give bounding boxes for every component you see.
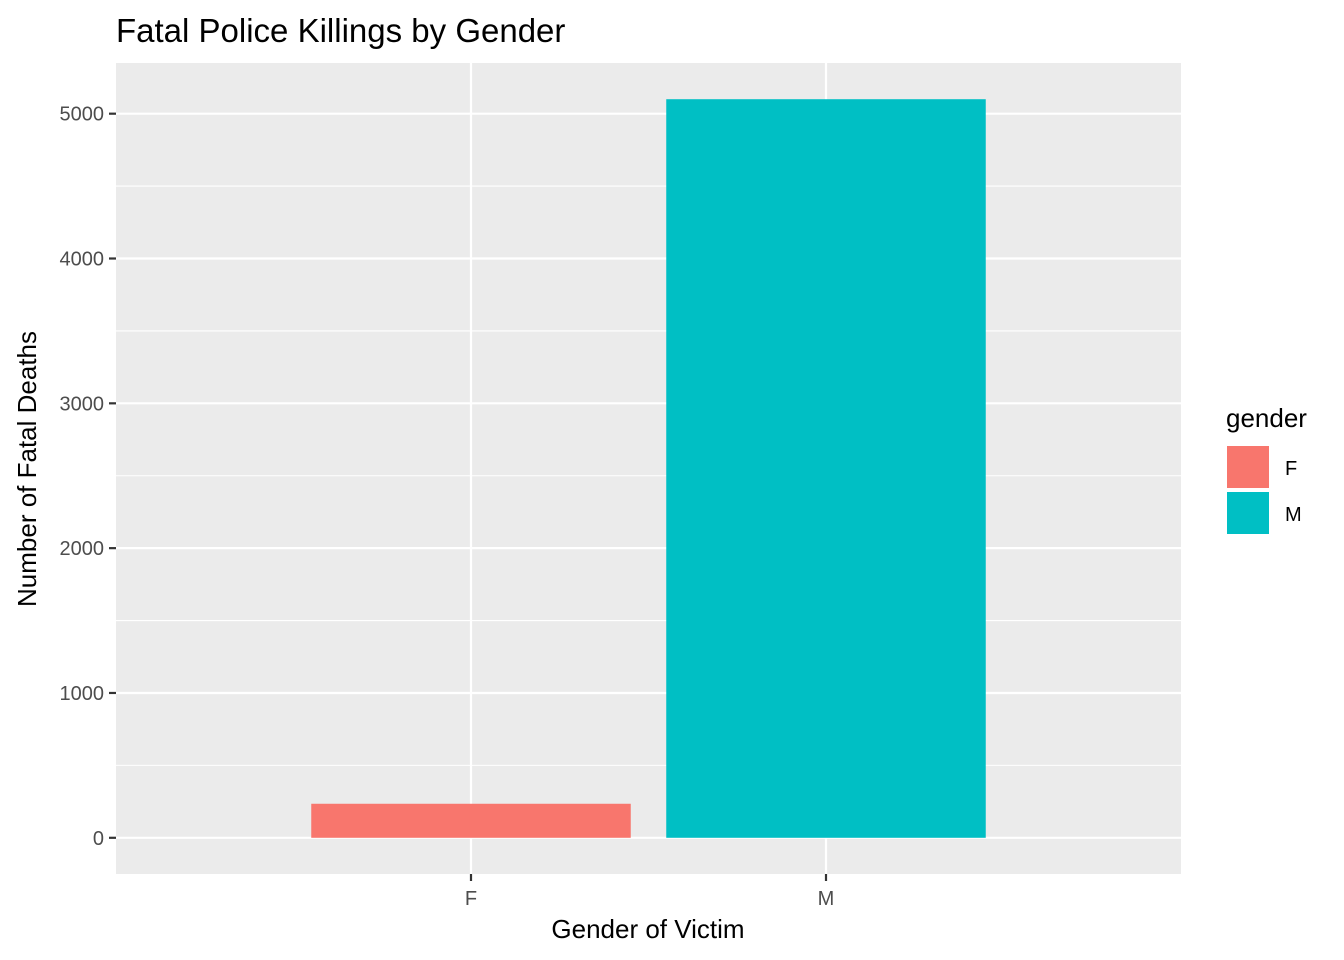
y-tick-label: 1000 (60, 683, 105, 705)
x-tick-label: F (465, 888, 477, 910)
y-axis-title: Number of Fatal Deaths (12, 331, 42, 607)
y-tick-label: 0 (93, 828, 104, 850)
legend: gender F M (1226, 403, 1307, 534)
legend-key-m (1227, 492, 1269, 534)
bar-m (666, 99, 986, 838)
chart-title: Fatal Police Killings by Gender (116, 12, 565, 49)
x-axis-title: Gender of Victim (551, 914, 744, 944)
legend-label-m: M (1285, 504, 1302, 526)
y-axis: 0 1000 2000 3000 4000 5000 (60, 104, 116, 850)
legend-key-f (1227, 446, 1269, 488)
x-tick-label: M (818, 888, 835, 910)
y-tick-label: 3000 (60, 393, 105, 415)
y-tick-label: 5000 (60, 104, 105, 126)
grid-minor (116, 185, 1181, 766)
legend-title: gender (1226, 403, 1307, 433)
bars (311, 99, 986, 838)
bar-f (311, 803, 631, 838)
y-tick-label: 4000 (60, 249, 105, 271)
legend-label-f: F (1285, 458, 1297, 480)
plot-panel (116, 63, 1181, 874)
y-tick-label: 2000 (60, 538, 105, 560)
